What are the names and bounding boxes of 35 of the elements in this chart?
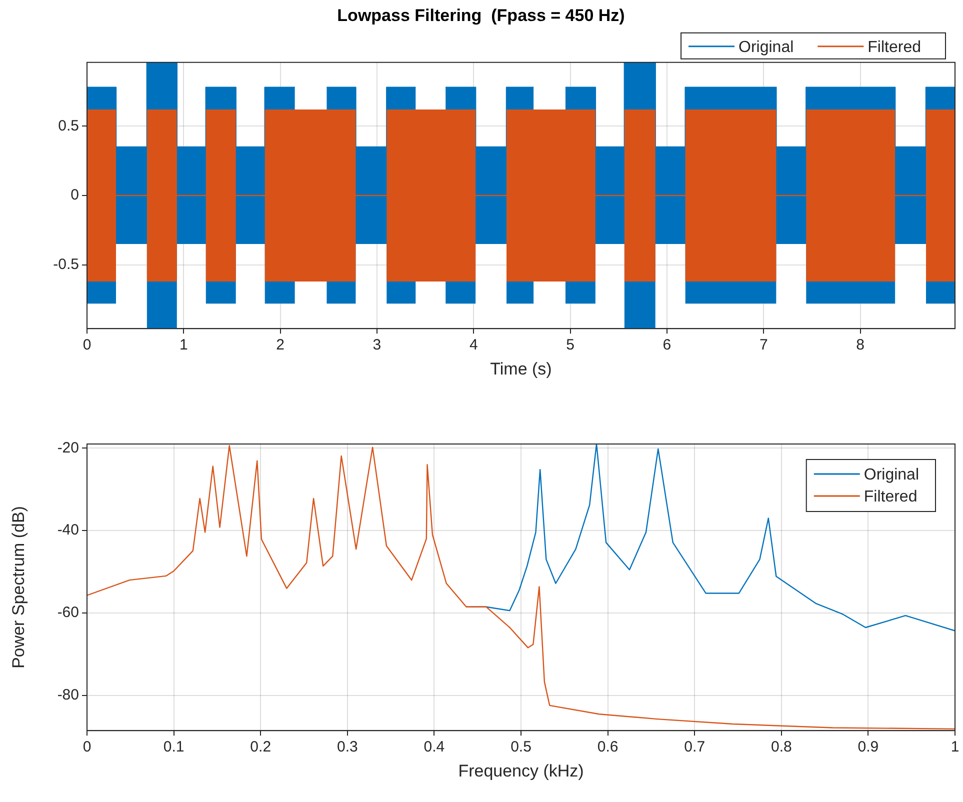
legend-label: Filtered [864,488,918,506]
x-tick-label: 0.7 [684,738,706,756]
x-tick-label: 4 [469,336,478,354]
x-tick-label: 3 [372,336,382,354]
x-tick-label: 0.2 [250,738,272,756]
legend-label: Original [738,38,794,56]
x-tick-label: 0.8 [770,738,792,756]
x-tick-label: 0 [82,738,92,756]
x-tick-label: 1 [950,738,960,756]
x-tick-label: 0.9 [858,738,879,756]
legend-label: Filtered [868,38,922,56]
x-tick-label: 0.5 [510,738,532,756]
y-tick-label: -0.5 [53,256,79,273]
y-axis-title: Power Spectrum (dB) [8,506,28,669]
x-tick-label: 8 [856,336,864,354]
y-tick-label: -20 [57,439,79,456]
x-tick-label: 5 [566,336,574,354]
y-tick-label: -60 [57,604,79,622]
x-tick-label: 0.6 [597,738,618,756]
x-tick-label: 2 [276,336,284,354]
x-tick-label: 1 [179,336,188,354]
x-tick-label: 0.3 [336,738,358,756]
x-axis-title: Time (s) [490,359,552,378]
x-tick-label: 0 [82,336,92,354]
y-tick-label: -40 [57,522,79,539]
x-tick-label: 6 [662,336,672,354]
y-tick-label: -80 [57,686,79,704]
x-tick-label: 0.4 [424,738,445,756]
legend-label: Original [864,466,920,484]
y-tick-label: 0.5 [58,117,79,134]
x-tick-label: 7 [759,336,768,354]
y-tick-label: 0 [70,186,79,204]
x-tick-label: 0.1 [163,738,184,756]
chart-title: Lowpass Filtering (Fpass = 450 Hz) [337,6,625,25]
x-axis-title: Frequency (kHz) [458,761,584,780]
